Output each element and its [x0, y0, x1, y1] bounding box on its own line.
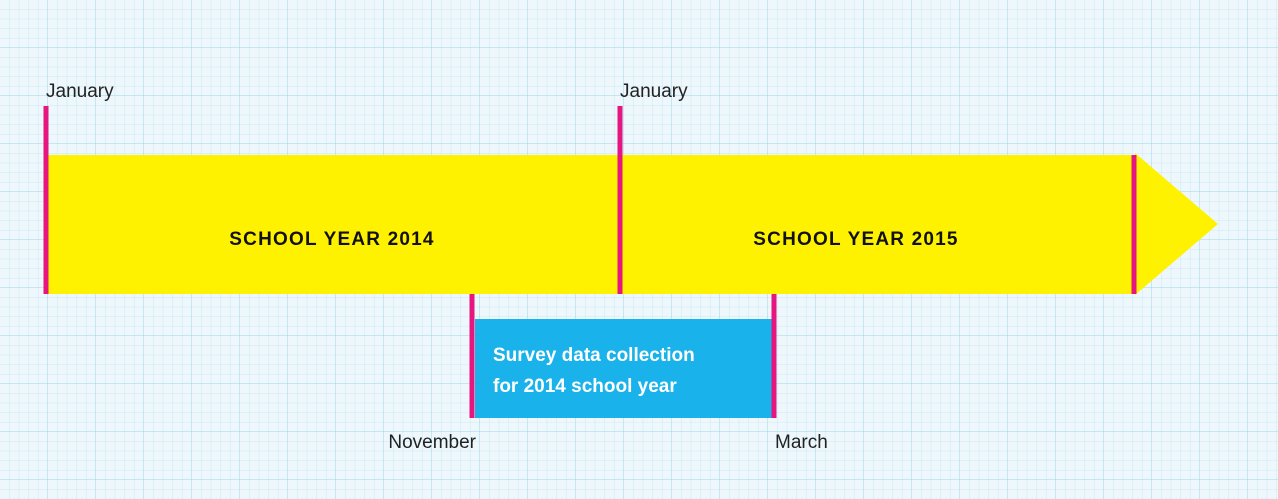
- marker-label: March: [775, 432, 828, 453]
- period-label: SCHOOL YEAR 2015: [753, 229, 958, 250]
- marker-label: November: [388, 432, 476, 453]
- markers: [43, 106, 1137, 418]
- timeline-arrow: [46, 153, 1218, 295]
- survey-text: for 2014 school year: [493, 376, 677, 397]
- marker-label: January: [46, 81, 114, 102]
- period-label: SCHOOL YEAR 2014: [229, 229, 434, 250]
- marker-label: January: [620, 81, 688, 102]
- survey-box: [475, 319, 772, 418]
- survey-text: Survey data collection: [493, 345, 695, 366]
